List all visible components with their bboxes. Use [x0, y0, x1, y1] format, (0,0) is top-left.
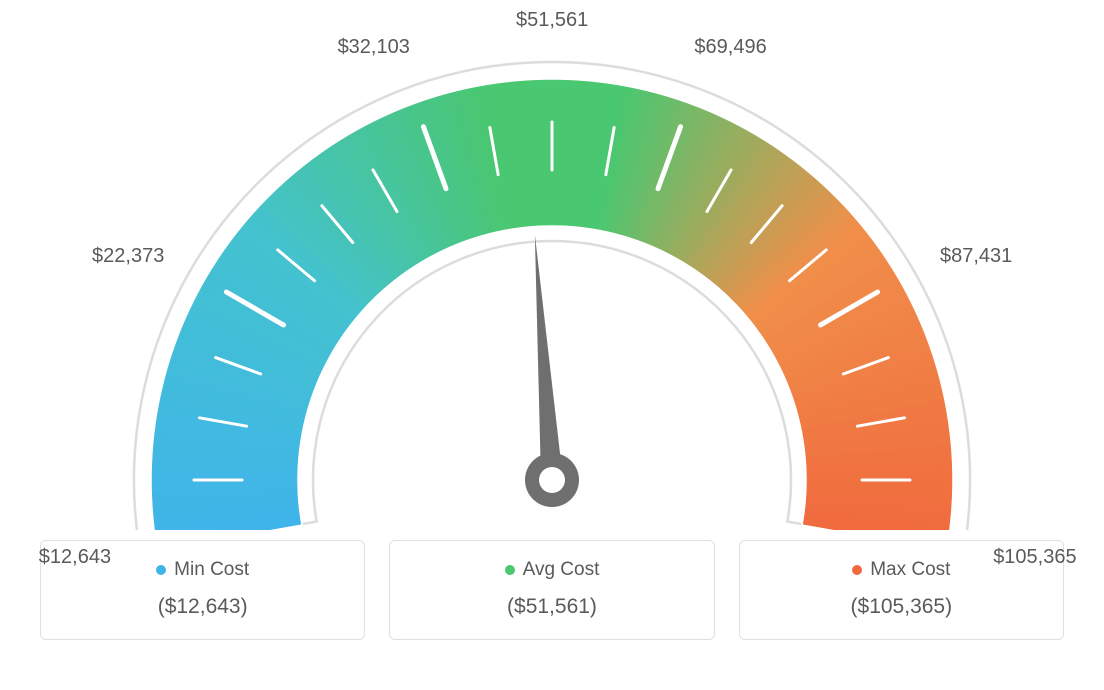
- avg-cost-title: Avg Cost: [505, 559, 600, 581]
- gauge-tick-label: $12,643: [39, 546, 111, 569]
- max-cost-value: ($105,365): [740, 595, 1063, 619]
- max-dot-icon: [852, 565, 862, 575]
- min-cost-label: Min Cost: [174, 559, 249, 581]
- summary-cards: Min Cost ($12,643) Avg Cost ($51,561) Ma…: [0, 540, 1104, 640]
- avg-cost-label: Avg Cost: [523, 559, 600, 581]
- chart-container: $12,643 $22,373 $32,103 $51,561 $69,496 $87,4…: [0, 0, 1104, 690]
- min-cost-title: Min Cost: [156, 559, 249, 581]
- max-cost-label: Max Cost: [870, 559, 950, 581]
- max-cost-title: Max Cost: [852, 559, 950, 581]
- gauge-tick-label: $51,561: [516, 9, 588, 32]
- gauge-tick-label: $32,103: [338, 36, 410, 59]
- avg-cost-value: ($51,561): [390, 595, 713, 619]
- avg-dot-icon: [505, 565, 515, 575]
- avg-cost-card: Avg Cost ($51,561): [389, 540, 714, 640]
- gauge-tick-label: $105,365: [993, 546, 1076, 569]
- gauge-tick-label: $69,496: [694, 36, 766, 59]
- gauge-area: $12,643$22,373$32,103$51,561$69,496$87,4…: [0, 0, 1104, 530]
- min-dot-icon: [156, 565, 166, 575]
- gauge-svg: [0, 0, 1104, 530]
- min-cost-value: ($12,643): [41, 595, 364, 619]
- gauge-tick-label: $22,373: [92, 245, 164, 268]
- gauge-tick-label: $87,431: [940, 245, 1012, 268]
